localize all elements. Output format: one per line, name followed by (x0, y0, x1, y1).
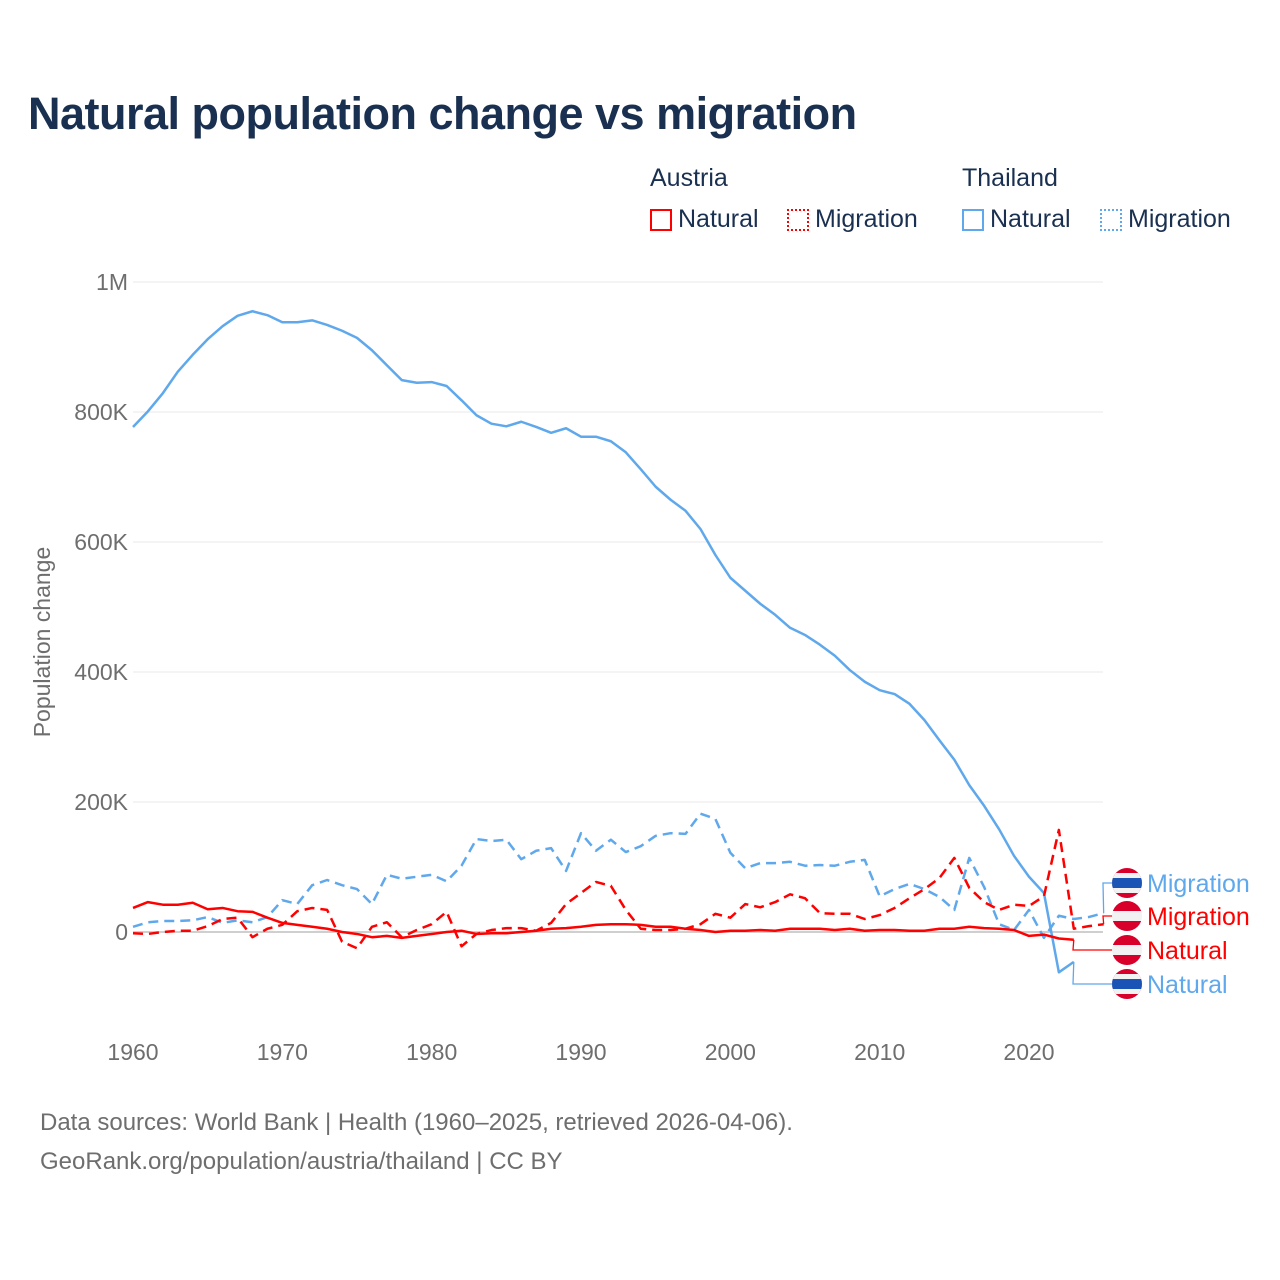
y-axis-label: Population change (29, 547, 55, 738)
legend-thailand-natural[interactable]: Natural (962, 205, 1071, 234)
austria-flag-icon (1112, 901, 1142, 931)
chart-title: Natural population change vs migration (28, 88, 857, 139)
footer-sources: Data sources: World Bank | Health (1960–… (40, 1109, 793, 1136)
footer-link[interactable]: GeoRank.org/population/austria/thailand … (40, 1148, 563, 1175)
austria-flag-icon (1112, 935, 1142, 965)
label-connector (1072, 961, 1113, 985)
legend-swatch-dotted (787, 208, 809, 231)
x-tick-label: 1980 (406, 1039, 457, 1065)
end-label: Natural (1147, 937, 1228, 965)
end-label: Natural (1147, 971, 1228, 999)
legend-swatch-dotted (1100, 208, 1122, 231)
end-label: Migration (1147, 903, 1250, 931)
thailand-flag-icon (1112, 969, 1142, 999)
x-tick-label: 1960 (107, 1039, 158, 1065)
legend-austria-migration[interactable]: Migration (787, 205, 918, 234)
legend-thailand-migration[interactable]: Migration (1100, 205, 1231, 234)
legend-austria-natural[interactable]: Natural (650, 205, 759, 234)
series-line-austria-migration[interactable] (132, 828, 1104, 950)
legend-group-austria: Austria (650, 164, 728, 192)
label-connector (1072, 939, 1113, 951)
x-tick-label: 1970 (257, 1039, 308, 1065)
legend-swatch-solid (962, 208, 984, 231)
legend-swatch-solid (650, 208, 672, 231)
legend-label: Natural (990, 205, 1071, 233)
x-tick-label: 2010 (854, 1039, 905, 1065)
legend-label: Migration (815, 205, 918, 233)
x-tick-label: 2020 (1003, 1039, 1054, 1065)
legend-label: Natural (678, 205, 759, 233)
series-line-austria-natural[interactable] (132, 900, 1074, 942)
y-tick-label: 200K (74, 789, 128, 815)
thailand-flag-icon (1112, 868, 1142, 898)
y-tick-label: 800K (74, 399, 128, 425)
label-connector (1102, 882, 1113, 914)
label-connector (1102, 915, 1113, 925)
y-tick-label: 600K (74, 529, 128, 555)
end-label: Migration (1147, 870, 1250, 898)
legend-group-thailand: Thailand (962, 164, 1058, 192)
y-tick-label: 400K (74, 659, 128, 685)
series-line-thailand-migration[interactable] (132, 812, 1104, 940)
y-tick-label: 1M (96, 269, 128, 295)
y-tick-label: 0 (115, 919, 128, 945)
x-tick-label: 1990 (555, 1039, 606, 1065)
series-line-thailand-natural[interactable] (132, 310, 1075, 974)
x-tick-label: 2000 (705, 1039, 756, 1065)
legend-label: Migration (1128, 205, 1231, 233)
